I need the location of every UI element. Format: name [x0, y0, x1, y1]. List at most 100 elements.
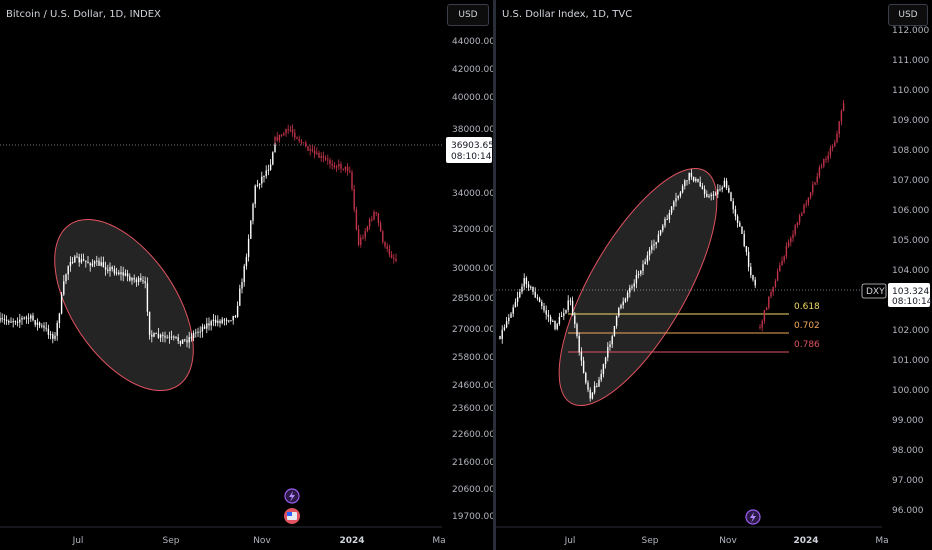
- btc-normal-candle-body: [252, 204, 253, 221]
- btc-normal-candle-body: [219, 321, 220, 323]
- btc-highlighted-candle-body: [393, 258, 394, 259]
- btc-normal-candle-body: [153, 333, 154, 337]
- btc-normal-candle-body: [173, 337, 174, 338]
- btc-normal-candle-body: [32, 315, 33, 320]
- dxy-normal-candle-body: [605, 357, 606, 364]
- dxy-normal-candle-body: [579, 336, 580, 352]
- btc-highlighted-candle-body: [288, 129, 289, 130]
- dxy-normal-candle-body: [664, 219, 665, 226]
- btc-normal-candle-body: [63, 281, 64, 294]
- btc-chart-pane[interactable]: 44000.00 42000.00 40000.00 38000.00 34000.00…: [0, 0, 493, 550]
- btc-normal-candle-body: [268, 170, 269, 171]
- btc-highlighted-candle-body: [362, 238, 363, 239]
- dxy-normal-candle-body: [574, 316, 575, 325]
- dxy-normal-candle-body: [614, 326, 615, 336]
- btc-normal-candle-body: [149, 312, 150, 335]
- btc-highlighted-candle-body: [382, 231, 383, 242]
- btc-normal-candle-body: [202, 327, 203, 332]
- dxy-highlighted-candle-body: [777, 271, 778, 280]
- dxy-highlighted-candle-body: [834, 142, 835, 146]
- dxy-highlighted-candle-body: [803, 205, 804, 214]
- btc-normal-candle-body: [10, 322, 11, 323]
- dxy-normal-candle-body: [528, 284, 529, 287]
- btc-normal-candle-body: [211, 321, 212, 325]
- dxy-normal-candle-body: [537, 298, 538, 299]
- dxy-normal-candle-body: [642, 264, 643, 271]
- btc-highlighted-candle-body: [321, 156, 322, 158]
- dxy-highlighted-candle-body: [830, 148, 831, 155]
- dxy-highlighted-candle-body: [828, 155, 829, 159]
- dxy-normal-candle-body: [623, 302, 624, 306]
- btc-normal-candle-body: [140, 278, 141, 280]
- dxy-normal-candle-body: [640, 271, 641, 274]
- dxy-normal-candle-body: [656, 242, 657, 244]
- btc-normal-candle-body: [30, 315, 31, 318]
- btc-highlighted-candle-body: [338, 164, 339, 167]
- btc-highlighted-candle-body: [395, 259, 396, 261]
- btc-highlighted-candle-body: [336, 167, 337, 168]
- dxy-normal-candle-body: [691, 173, 692, 177]
- btc-highlighted-candle-body: [345, 167, 346, 170]
- btc-y-tick-label: 38000.00: [452, 125, 493, 135]
- dxy-highlighted-candle-body: [801, 213, 802, 215]
- dxy-last-price-label: 103.324: [892, 287, 929, 297]
- dxy-normal-candle-body: [612, 336, 613, 344]
- btc-normal-candle-body: [197, 332, 198, 333]
- dxy-normal-candle-body: [658, 234, 659, 242]
- btc-normal-candle-body: [142, 280, 143, 281]
- btc-highlighted-candle-body: [305, 143, 306, 147]
- btc-highlight-ellipse: [27, 196, 222, 415]
- btc-normal-candle-body: [79, 257, 80, 263]
- btc-normal-candle-body: [76, 257, 77, 258]
- dxy-x-tick-label: Sep: [642, 536, 659, 546]
- btc-normal-candle-body: [105, 267, 106, 269]
- btc-x-tick-label: 2024: [339, 536, 364, 546]
- dxy-normal-candle-body: [530, 287, 531, 288]
- btc-y-tick-label: 20600.00: [452, 485, 493, 495]
- btc-chart-canvas[interactable]: 44000.00 42000.00 40000.00 38000.00 34000.00…: [0, 0, 493, 550]
- dxy-normal-candle-body: [596, 386, 597, 387]
- dxy-chart-pane[interactable]: 0.618 0.702 0.786 112.000 111.000 110.000 109.…: [496, 0, 932, 550]
- btc-normal-candle-body: [208, 323, 209, 325]
- btc-normal-candle-body: [35, 320, 36, 325]
- dxy-y-tick-label: 111.000: [892, 56, 929, 66]
- btc-normal-candle-body: [244, 266, 245, 282]
- dxy-highlighted-candle-body: [768, 297, 769, 308]
- dxy-normal-candle-body: [557, 324, 558, 329]
- dxy-currency-button[interactable]: USD: [888, 4, 928, 26]
- dxy-normal-candle-body: [546, 310, 547, 314]
- dxy-x-tick-label: Jul: [564, 536, 576, 546]
- btc-highlighted-candle-body: [380, 223, 381, 231]
- btc-normal-candle-body: [213, 320, 214, 321]
- btc-x-tick-label: Jul: [72, 536, 84, 546]
- dxy-normal-candle-body: [568, 300, 569, 309]
- btc-normal-candle-body: [85, 261, 86, 262]
- dxy-normal-candle-body: [535, 292, 536, 298]
- dxy-normal-candle-body: [697, 179, 698, 182]
- dxy-normal-candle-body: [618, 308, 619, 316]
- btc-highlighted-candle-body: [294, 133, 295, 138]
- dxy-normal-candle-body: [559, 317, 560, 324]
- btc-normal-candle-body: [65, 274, 66, 281]
- btc-normal-candle-body: [52, 334, 53, 339]
- dxy-normal-candle-body: [695, 179, 696, 181]
- dxy-highlighted-candle-body: [814, 182, 815, 184]
- dxy-highlighted-candle-body: [799, 216, 800, 223]
- dxy-normal-candle-body: [667, 219, 668, 220]
- dxy-symbol-tag-label: DXY: [866, 287, 885, 297]
- fib-level-label: 0.618: [794, 302, 820, 312]
- dxy-y-tick-label: 108.000: [892, 146, 929, 156]
- btc-normal-candle-body: [26, 317, 27, 318]
- dxy-normal-candle-body: [675, 198, 676, 202]
- btc-y-tick-label: 32000.00: [452, 225, 493, 235]
- dxy-normal-candle-body: [552, 321, 553, 322]
- dxy-normal-candle-body: [724, 181, 725, 188]
- btc-currency-button[interactable]: USD: [447, 4, 489, 26]
- btc-normal-candle-body: [178, 337, 179, 341]
- btc-normal-candle-body: [101, 262, 102, 266]
- dxy-chart-canvas[interactable]: 0.618 0.702 0.786 112.000 111.000 110.000 109.…: [496, 0, 932, 550]
- dxy-normal-candle-body: [649, 250, 650, 256]
- dxy-normal-candle-body: [719, 189, 720, 190]
- dxy-normal-candle-body: [653, 244, 654, 245]
- dxy-normal-candle-body: [502, 330, 503, 339]
